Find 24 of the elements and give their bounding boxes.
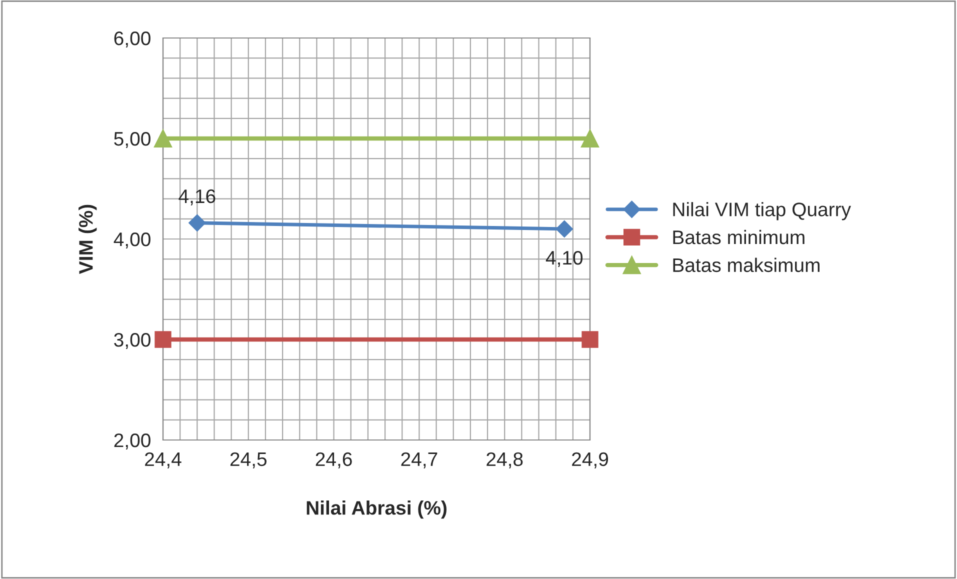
point [556,220,573,238]
point [582,331,598,348]
x-axis-title: Nilai Abrasi (%) [306,500,446,519]
data-label: 4,10 [546,250,583,268]
legend-label: Nilai VIM tiap Quarry [673,202,851,220]
legend-label: Batas maksimum [673,258,820,272]
x-tick-label: 24,4 [145,452,182,468]
y-tick-label: 6,00 [114,31,150,48]
point [154,331,172,348]
y-tick-label: 4,00 [114,232,150,249]
x-tick-label: 24,6 [316,452,352,468]
point [580,129,600,148]
point [188,214,206,232]
y-tick-label: 5,00 [114,132,150,148]
data-label: 4,16 [178,189,216,206]
legend-label: Batas minimum [673,230,804,244]
x-tick-label: 24,7 [401,452,438,468]
point [154,129,172,148]
y-tick-label: 3,00 [114,332,150,350]
y-axis-title: VIM (%) [78,204,97,274]
x-tick-label: 24,8 [486,452,523,468]
y-tick-label: 2,00 [114,433,150,450]
x-tick-label: 24,9 [572,452,608,468]
x-tick-label: 24,5 [230,452,267,468]
